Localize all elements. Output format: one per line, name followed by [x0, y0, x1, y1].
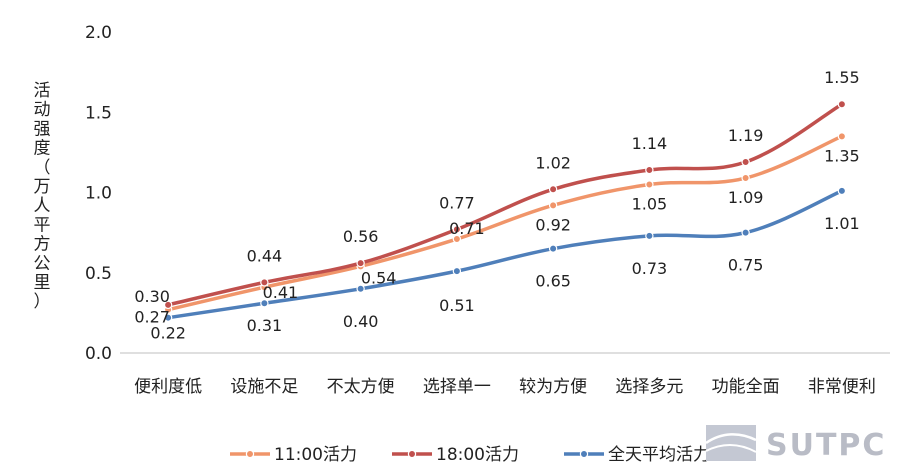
data-label: 0.56 — [343, 227, 379, 246]
x-tick-label: 选择多元 — [615, 377, 683, 397]
y-tick-label: 2.0 — [85, 23, 112, 43]
watermark-text: SUTPC — [766, 428, 886, 463]
y-tick-label: 1.5 — [85, 103, 112, 123]
data-label: 0.92 — [535, 215, 571, 234]
series-point-1 — [645, 165, 654, 175]
data-label: 1.09 — [728, 188, 764, 207]
series-point-1 — [452, 225, 462, 234]
data-label: 0.31 — [247, 316, 283, 335]
y-tick-label: 1.0 — [85, 184, 112, 204]
y-axis-label-char: ） — [34, 292, 51, 312]
data-label: 0.44 — [247, 246, 283, 265]
series-point-1 — [741, 157, 750, 167]
series-point-0 — [645, 180, 654, 189]
data-label: 0.71 — [449, 219, 485, 238]
data-label: 0.54 — [361, 268, 397, 287]
data-label: 0.65 — [535, 272, 571, 291]
data-label: 1.19 — [728, 126, 764, 145]
series-point-2 — [356, 284, 365, 293]
y-axis-label-char: 万 — [34, 177, 51, 197]
x-tick-label: 设施不足 — [230, 377, 298, 397]
y-axis-label-char: 活 — [34, 81, 51, 101]
y-axis-label-char: 人 — [34, 196, 51, 216]
series-layer — [163, 100, 847, 322]
data-label: 1.55 — [824, 68, 860, 87]
series-point-0 — [837, 132, 847, 141]
legend-label: 全天平均活力 — [608, 445, 710, 465]
data-labels: 0.27 0.41 0.54 0.71 0.92 1.05 1.09 1.35 0.30 0.44… — [134, 68, 859, 342]
data-label: 0.77 — [439, 193, 475, 212]
y-axis-label-char: 强 — [34, 119, 51, 139]
data-label: 0.22 — [150, 324, 186, 343]
data-label: 1.01 — [824, 214, 860, 233]
series-point-2 — [163, 313, 173, 322]
data-label: 1.02 — [535, 153, 571, 172]
legend: 11:00活力 18:00活力 全天平均活力 — [230, 445, 710, 465]
data-label: 1.14 — [632, 134, 668, 153]
data-label: 0.73 — [632, 259, 668, 278]
data-label: 1.35 — [824, 146, 860, 165]
series-point-2 — [837, 186, 847, 196]
data-label: 0.51 — [439, 296, 475, 315]
x-tick-label: 较为方便 — [519, 377, 587, 397]
series-point-0 — [741, 173, 750, 183]
x-tick-label: 便利度低 — [134, 377, 202, 397]
series-line-0 — [167, 134, 843, 312]
series-point-2 — [741, 228, 750, 237]
legend-marker — [579, 449, 589, 459]
y-axis-label-char: 里 — [34, 273, 51, 293]
series-point-2 — [452, 266, 462, 276]
data-label: 1.05 — [632, 194, 668, 213]
y-tick-label: 0.5 — [85, 264, 112, 284]
watermark: SUTPC — [705, 425, 886, 463]
series-line-1 — [167, 102, 843, 307]
series-point-0 — [548, 201, 558, 210]
series-point-1 — [837, 100, 847, 109]
x-tick-label: 不太方便 — [327, 377, 395, 397]
y-axis-ticks: 0.0 0.5 1.0 1.5 2.0 — [85, 23, 112, 364]
data-label: 0.40 — [343, 312, 379, 331]
y-axis-label-char: 平 — [34, 215, 51, 235]
data-label: 0.41 — [263, 283, 299, 302]
series-point-0 — [452, 234, 462, 244]
y-tick-label: 0.0 — [85, 344, 112, 364]
y-axis-label-char: 度 — [34, 139, 51, 159]
y-axis-label-char: （ — [34, 158, 51, 178]
y-axis-label-char: 公 — [34, 254, 51, 274]
legend-label: 11:00活力 — [274, 445, 357, 465]
sutpc-logo-icon — [705, 425, 757, 461]
legend-marker — [245, 449, 255, 459]
legend-label: 18:00活力 — [436, 445, 519, 465]
y-axis-label-char: 方 — [34, 235, 51, 255]
data-label: 0.27 — [134, 308, 170, 327]
series-point-1 — [548, 185, 558, 194]
x-axis-ticks: 便利度低 设施不足 不太方便 选择单一 较为方便 选择多元 功能全面 非常便利 — [134, 377, 876, 397]
x-tick-label: 非常便利 — [808, 377, 876, 397]
series-point-1 — [356, 258, 365, 268]
series-point-2 — [548, 244, 558, 253]
legend-marker — [407, 449, 417, 459]
series-point-2 — [645, 231, 654, 241]
x-tick-label: 功能全面 — [712, 377, 780, 397]
series-point-1 — [163, 300, 173, 310]
series-point-2 — [260, 299, 269, 308]
y-axis-label-char: 动 — [34, 100, 51, 120]
x-tick-label: 选择单一 — [423, 377, 491, 397]
data-label: 0.30 — [134, 287, 170, 306]
series-point-1 — [260, 278, 269, 287]
data-label: 0.75 — [728, 256, 764, 275]
